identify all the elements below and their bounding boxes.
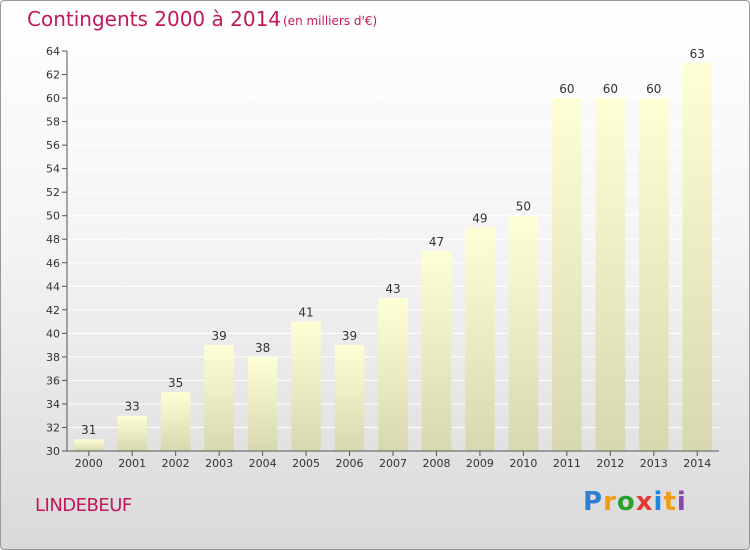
- x-tick-label: 2006: [336, 457, 364, 470]
- logo-letter: o: [616, 487, 636, 517]
- data-label: 41: [298, 306, 313, 320]
- bar-2004: [247, 356, 278, 451]
- chart-subtitle: (en milliers d'€): [283, 14, 378, 28]
- bar-2014: [682, 62, 713, 451]
- logo-letter: t: [663, 487, 677, 517]
- y-tick-label: 42: [46, 304, 60, 317]
- commune-name: LINDEBEUF: [35, 495, 132, 516]
- x-tick-label: 2013: [640, 457, 668, 470]
- bar-2007: [378, 298, 408, 451]
- data-label: 60: [603, 82, 618, 96]
- x-tick-label: 2010: [509, 457, 537, 470]
- bar-2003: [204, 345, 234, 451]
- bar-2000: [73, 439, 104, 451]
- logo-letter: r: [603, 487, 617, 517]
- data-label: 60: [646, 82, 661, 96]
- bar-2002: [160, 392, 191, 451]
- y-tick-label: 46: [46, 257, 60, 270]
- data-label: 60: [559, 82, 574, 96]
- data-label: 39: [211, 329, 226, 343]
- data-label: 38: [255, 341, 270, 355]
- x-tick-label: 2009: [466, 457, 494, 470]
- y-tick-label: 38: [46, 351, 60, 364]
- x-tick-label: 2005: [292, 457, 320, 470]
- data-label: 33: [125, 400, 140, 414]
- data-label: 49: [472, 211, 487, 225]
- logo-letter: x: [635, 487, 654, 517]
- x-tick-label: 2002: [162, 457, 190, 470]
- data-label: 39: [342, 329, 357, 343]
- y-tick-label: 30: [46, 445, 60, 458]
- y-tick-label: 48: [46, 233, 60, 246]
- x-tick-label: 2003: [205, 457, 233, 470]
- x-tick-label: 2008: [422, 457, 450, 470]
- y-tick-label: 32: [46, 421, 60, 434]
- data-label: 31: [81, 423, 96, 437]
- bar-2006: [334, 345, 365, 451]
- y-tick-label: 40: [46, 327, 60, 340]
- y-tick-label: 54: [46, 163, 60, 176]
- data-label: 43: [385, 282, 400, 296]
- x-tick-label: 2001: [118, 457, 146, 470]
- x-tick-label: 2004: [249, 457, 277, 470]
- bar-2012: [595, 98, 626, 451]
- x-tick-label: 2014: [683, 457, 711, 470]
- y-tick-label: 56: [46, 139, 60, 152]
- data-labels: 31 33 35 39 38 41 39 43 47 49 50 60 60 60 63: [81, 47, 705, 437]
- logo-letter: i: [653, 487, 664, 517]
- x-tick-label: 2012: [596, 457, 624, 470]
- y-tick-label: 64: [46, 45, 60, 58]
- y-tick-label: 60: [46, 92, 60, 105]
- data-label: 63: [690, 47, 705, 61]
- proxiti-logo: Proxiti: [583, 487, 687, 517]
- bar-2001: [117, 415, 147, 451]
- y-tick-label: 50: [46, 210, 60, 223]
- y-tick-label: 44: [46, 280, 60, 293]
- y-tick-label: 36: [46, 374, 60, 387]
- data-label: 47: [429, 235, 444, 249]
- bar-2009: [465, 227, 495, 451]
- x-tick-label: 2011: [553, 457, 581, 470]
- y-tick-label: 34: [46, 398, 60, 411]
- logo-letter: P: [583, 487, 604, 517]
- data-label: 35: [168, 376, 183, 390]
- chart-title: Contingents 2000 à 2014: [27, 7, 282, 31]
- y-tick-label: 58: [46, 116, 60, 129]
- axes: 30 32 34 36 38 40 42 44 46 48 50 52 54 56 58 60 62 64 2000…: [46, 45, 719, 470]
- bars: [73, 62, 713, 451]
- data-label: 50: [516, 200, 531, 214]
- bar-2008: [421, 251, 452, 451]
- bar-2011: [552, 98, 582, 451]
- bar-2005: [291, 321, 321, 451]
- logo-letter: i: [676, 487, 687, 517]
- bar-2013: [639, 98, 669, 451]
- bar-2010: [508, 215, 539, 451]
- y-tick-label: 52: [46, 186, 60, 199]
- x-tick-label: 2000: [75, 457, 103, 470]
- x-tick-label: 2007: [379, 457, 407, 470]
- y-tick-label: 62: [46, 69, 60, 82]
